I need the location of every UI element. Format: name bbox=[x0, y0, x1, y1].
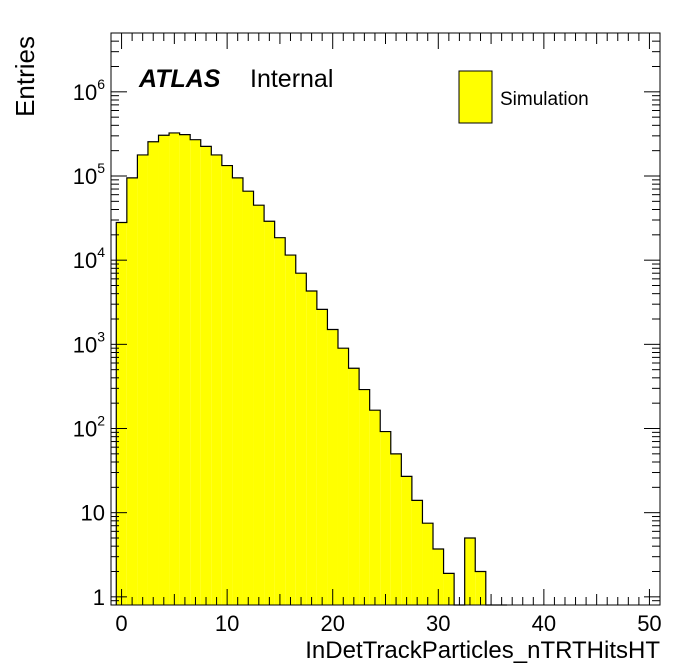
histogram-bar bbox=[295, 273, 307, 605]
histogram-bar bbox=[464, 538, 476, 605]
y-tick-label: 1 bbox=[93, 585, 105, 610]
histogram-bar bbox=[242, 191, 254, 606]
histogram-bar bbox=[147, 141, 159, 606]
histogram-bar bbox=[232, 177, 243, 605]
histogram-bar bbox=[316, 309, 328, 605]
histogram-bar bbox=[411, 500, 423, 605]
x-tick-label: 0 bbox=[115, 611, 127, 636]
histogram-bar bbox=[401, 476, 412, 605]
histogram-bar bbox=[137, 154, 148, 605]
histogram-bar bbox=[264, 221, 275, 605]
histogram-bar bbox=[443, 573, 455, 605]
histogram-bar bbox=[348, 368, 360, 605]
histogram-outline bbox=[115, 132, 507, 606]
x-tick-label: 50 bbox=[637, 611, 661, 636]
axis-ticks bbox=[111, 32, 660, 606]
histogram-bar bbox=[306, 291, 317, 605]
histogram-bar bbox=[369, 410, 381, 605]
histogram-bar bbox=[211, 154, 222, 605]
x-tick-label: 10 bbox=[215, 611, 239, 636]
histogram-bar bbox=[285, 255, 296, 605]
histogram-bar bbox=[253, 205, 265, 605]
histogram-bar bbox=[327, 329, 338, 605]
atlas-internal-label: Internal bbox=[250, 65, 333, 93]
histogram-bar bbox=[169, 132, 180, 605]
histogram-bar bbox=[433, 549, 444, 605]
x-tick-label: 20 bbox=[320, 611, 344, 636]
x-axis-label: InDetTrackParticles_nTRTHitsHT bbox=[305, 637, 660, 664]
x-tick-label: 40 bbox=[532, 611, 556, 636]
histogram-bar bbox=[158, 135, 170, 606]
y-tick-label: 103 bbox=[73, 328, 105, 357]
histogram-bar bbox=[190, 139, 201, 606]
histogram-bars bbox=[115, 132, 507, 606]
histogram-bar bbox=[126, 177, 138, 605]
histogram-bar bbox=[274, 237, 286, 606]
histogram-bar bbox=[200, 146, 212, 605]
histogram-bar bbox=[221, 165, 233, 606]
histogram-bar bbox=[337, 348, 349, 605]
legend-swatch-simulation bbox=[458, 70, 493, 124]
x-tick-label: 30 bbox=[426, 611, 450, 636]
histogram-bar bbox=[116, 222, 127, 605]
histogram-bar bbox=[390, 453, 402, 605]
y-tick-label: 104 bbox=[73, 244, 105, 273]
legend-label-simulation: Simulation bbox=[500, 89, 589, 110]
y-tick-labels: 1 10 102 103 104 105 106 bbox=[73, 76, 105, 610]
histogram-bar bbox=[380, 431, 391, 605]
x-tick-labels: 0 10 20 30 40 50 bbox=[115, 611, 661, 636]
y-tick-label: 102 bbox=[73, 413, 105, 442]
y-tick-label: 10 bbox=[81, 501, 105, 526]
histogram-bar bbox=[359, 389, 370, 605]
y-tick-label: 105 bbox=[73, 160, 105, 189]
histogram-bar bbox=[475, 571, 486, 605]
histogram-bar bbox=[179, 134, 191, 605]
histogram-bar bbox=[422, 523, 434, 605]
y-tick-label: 106 bbox=[73, 76, 105, 105]
y-axis-label: Entries bbox=[10, 36, 40, 117]
atlas-label: ATLAS bbox=[138, 65, 221, 93]
